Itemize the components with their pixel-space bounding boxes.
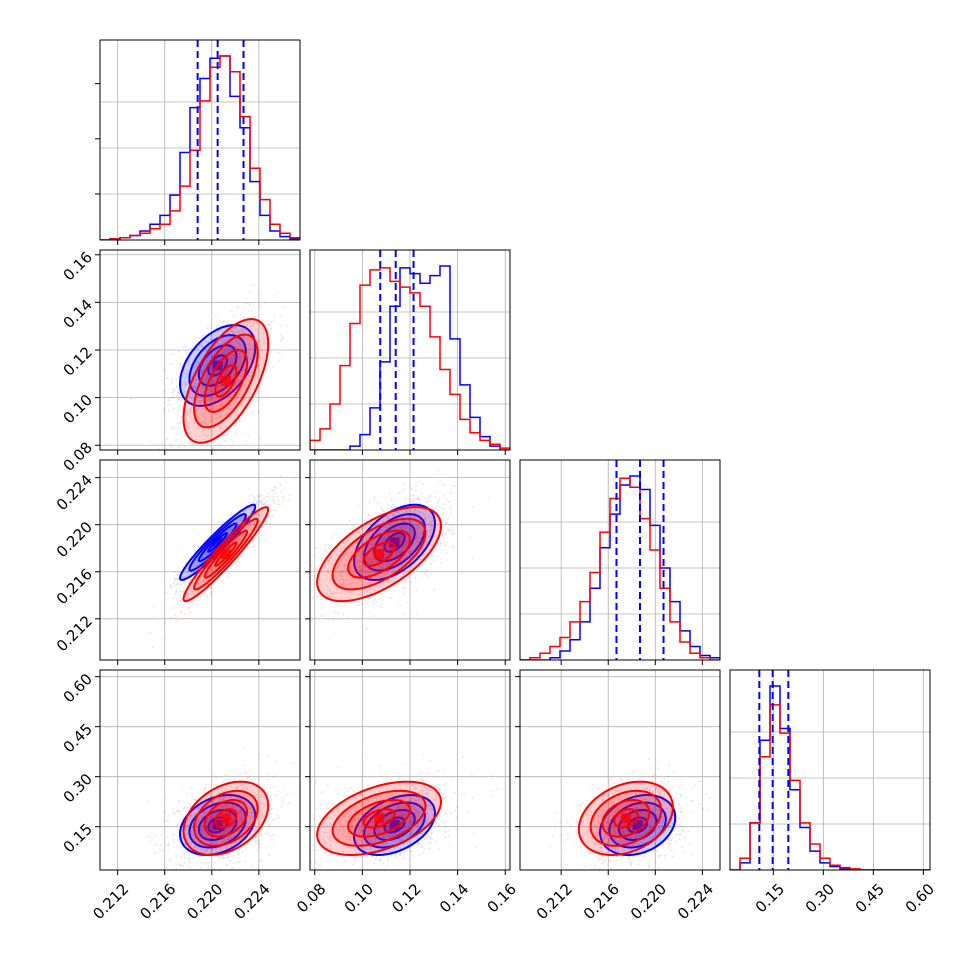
core-1-3-2	[620, 813, 631, 824]
x-tick-label-1-3: 0.14	[436, 880, 472, 916]
x-tick-label-1-1: 0.10	[341, 880, 377, 916]
x-tick-label-2-3: 0.224	[674, 880, 717, 923]
panel-data-1-1	[310, 250, 510, 450]
core-1-1-0	[220, 375, 231, 386]
scatter-1-2-0	[147, 474, 300, 648]
y-tick-label-3-0: 0.15	[60, 820, 96, 856]
scatter-1-3-1	[310, 751, 498, 870]
core-1-2-0	[220, 549, 231, 560]
panel-data-3-0	[147, 747, 295, 870]
histogram-1-1	[310, 267, 510, 450]
core-1-2-1	[374, 549, 385, 560]
y-tick-label-2-0: 0.212	[53, 612, 96, 655]
core-0-3-1	[389, 820, 400, 830]
core-0-2-0	[212, 537, 223, 548]
core-1-3-0	[220, 813, 231, 824]
x-tick-label-3-0: 0.15	[752, 880, 788, 916]
panel-bg-3-3	[730, 670, 930, 870]
panel-data-0-0	[100, 40, 300, 240]
panel-frame-3-0	[99, 669, 301, 871]
panel-frame-3-2	[519, 669, 721, 871]
x-tick-label-0-1: 0.216	[136, 880, 179, 923]
x-tick-label-0-2: 0.220	[183, 880, 226, 923]
x-tick-label-3-1: 0.30	[802, 880, 838, 916]
panel-frame-0-0	[99, 39, 301, 241]
x-tick-label-0-3: 0.224	[230, 880, 273, 923]
panel-data-2-2	[520, 460, 720, 660]
x-tick-label-1-4: 0.16	[484, 880, 520, 916]
y-tick-label-1-3: 0.14	[60, 296, 96, 332]
x-tick-label-0-0: 0.212	[89, 880, 132, 923]
y-tick-label-1-2: 0.12	[60, 343, 96, 379]
panel-backgrounds	[100, 40, 930, 870]
panel-frame-2-0	[99, 459, 301, 661]
x-tick-label-1-0: 0.08	[293, 880, 329, 916]
y-tick-label-2-3: 0.224	[53, 471, 96, 514]
scatter-0-1-0	[130, 301, 285, 432]
histogram-1-3	[730, 704, 930, 870]
x-tick-label-2-2: 0.220	[627, 880, 670, 923]
y-tick-label-1-0: 0.08	[60, 439, 96, 475]
data-layer	[100, 40, 930, 870]
x-tick-label-3-3: 0.60	[902, 880, 938, 916]
y-tick-label-1-1: 0.10	[60, 391, 96, 427]
core-1-3-1	[374, 813, 385, 824]
x-tick-label-3-2: 0.45	[852, 880, 888, 916]
y-tick-label-2-2: 0.220	[53, 518, 96, 561]
histogram-0-1	[310, 265, 510, 450]
x-tick-label-1-2: 0.12	[388, 880, 424, 916]
panel-data-3-1	[310, 751, 498, 870]
y-tick-label-3-2: 0.45	[60, 720, 96, 756]
histogram-1-2	[520, 477, 720, 660]
y-tick-label-3-3: 0.60	[60, 670, 96, 706]
panel-data-3-3	[730, 670, 930, 870]
panel-bg-2-0	[100, 460, 300, 660]
panel-bg-3-0	[100, 670, 300, 870]
y-tick-label-2-1: 0.216	[53, 565, 96, 608]
panel-frame-3-3	[729, 669, 931, 871]
x-tick-label-2-1: 0.216	[580, 880, 623, 923]
scatter-1-3-0	[147, 747, 295, 870]
panel-data-2-0	[147, 474, 300, 648]
histogram-1-0	[100, 55, 300, 240]
x-tick-label-2-0: 0.212	[533, 880, 576, 923]
panel-data-1-0	[130, 284, 288, 450]
core-0-3-2	[632, 820, 643, 830]
axis-ticks	[95, 83, 924, 875]
y-tick-label-1-4: 0.16	[60, 248, 96, 284]
panel-frame-2-2	[519, 459, 721, 661]
panel-data-2-1	[310, 469, 490, 639]
panel-data-3-2	[549, 758, 711, 870]
y-tick-label-3-1: 0.30	[60, 770, 96, 806]
core-0-2-1	[389, 537, 400, 548]
